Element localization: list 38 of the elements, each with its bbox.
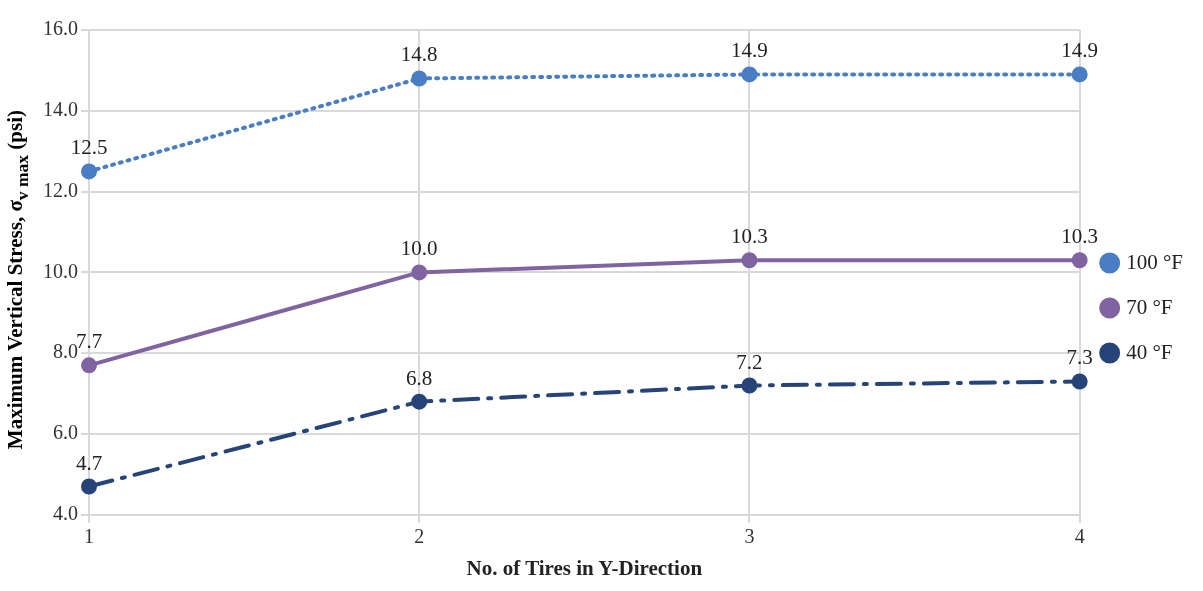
point bbox=[411, 70, 428, 87]
data-label: 10.0 bbox=[400, 236, 438, 261]
data-label: 10.3 bbox=[731, 224, 768, 249]
y-tick-label: 6.0 bbox=[53, 421, 78, 444]
point bbox=[411, 264, 428, 281]
x-axis-title: No. of Tires in Y-Direction bbox=[466, 555, 703, 580]
data-label: 12.5 bbox=[70, 135, 108, 160]
data-label: 7.3 bbox=[1066, 345, 1093, 370]
point bbox=[741, 377, 758, 394]
legend-label: 100 °F bbox=[1126, 249, 1183, 274]
point bbox=[81, 357, 97, 374]
data-label: 14.9 bbox=[731, 38, 768, 63]
x-tick-label: 2 bbox=[414, 525, 425, 548]
point bbox=[81, 163, 97, 180]
point bbox=[1071, 252, 1088, 269]
point bbox=[81, 478, 97, 495]
point bbox=[1071, 66, 1088, 83]
y-tick-label: 8.0 bbox=[53, 340, 78, 363]
legend-label: 70 °F bbox=[1126, 294, 1173, 319]
data-label: 7.2 bbox=[736, 349, 763, 374]
point bbox=[741, 252, 758, 269]
data-label: 4.7 bbox=[75, 450, 103, 475]
data-label: 10.3 bbox=[1061, 224, 1099, 249]
data-label: 14.9 bbox=[1061, 38, 1099, 63]
y-tick-label: 14.0 bbox=[43, 98, 78, 121]
point bbox=[411, 393, 428, 410]
x-tick-label: 1 bbox=[84, 525, 94, 548]
y-tick-label: 4.0 bbox=[53, 502, 78, 525]
y-tick-label: 16.0 bbox=[43, 17, 78, 40]
y-tick-label: 10.0 bbox=[43, 259, 78, 282]
legend-label: 40 °F bbox=[1126, 339, 1173, 364]
y-tick-label: 12.0 bbox=[43, 178, 78, 201]
x-tick-label: 3 bbox=[744, 525, 755, 548]
data-label: 6.8 bbox=[406, 365, 433, 390]
point bbox=[741, 66, 758, 83]
x-tick-label: 4 bbox=[1074, 525, 1085, 548]
point bbox=[1071, 373, 1088, 390]
data-label: 14.8 bbox=[400, 42, 438, 67]
